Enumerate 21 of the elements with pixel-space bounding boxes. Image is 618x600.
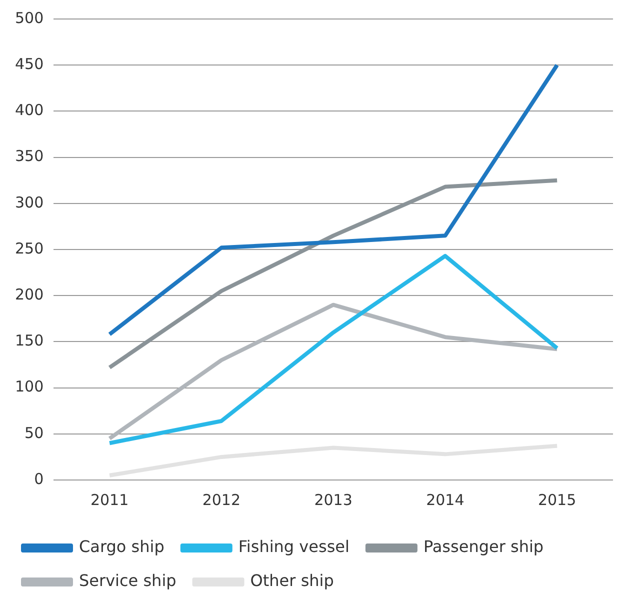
legend-label: Service ship [79,571,176,590]
y-tick-label: 50 [24,424,44,442]
x-tick-label: 2013 [314,490,352,509]
y-tick-label: 350 [14,147,44,166]
legend-label: Cargo ship [79,537,164,556]
legend-label: Fishing vessel [238,537,350,556]
y-tick-label: 100 [14,378,44,396]
legend-label: Passenger ship [423,537,544,556]
y-tick-label: 150 [14,332,44,350]
x-tick-label: 2011 [90,490,129,509]
y-tick-label: 450 [14,54,44,73]
x-tick-label: 2012 [202,490,241,509]
y-tick-label: 500 [14,8,44,27]
y-tick-label: 250 [14,239,44,258]
y-tick-label: 300 [14,193,44,212]
y-tick-label: 0 [34,470,44,488]
x-tick-label: 2014 [426,490,464,509]
y-tick-label: 400 [14,101,44,120]
x-tick-label: 2015 [538,490,576,509]
legend-label: Other ship [250,571,334,590]
y-tick-label: 200 [14,285,44,304]
